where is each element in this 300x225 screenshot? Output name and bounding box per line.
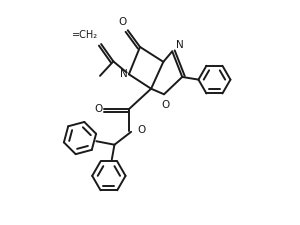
Text: N: N <box>120 69 128 79</box>
Text: N: N <box>176 40 184 50</box>
Text: O: O <box>94 104 102 114</box>
Text: O: O <box>118 17 126 27</box>
Text: =CH₂: =CH₂ <box>72 30 98 40</box>
Text: O: O <box>161 101 169 110</box>
Text: O: O <box>137 125 146 135</box>
